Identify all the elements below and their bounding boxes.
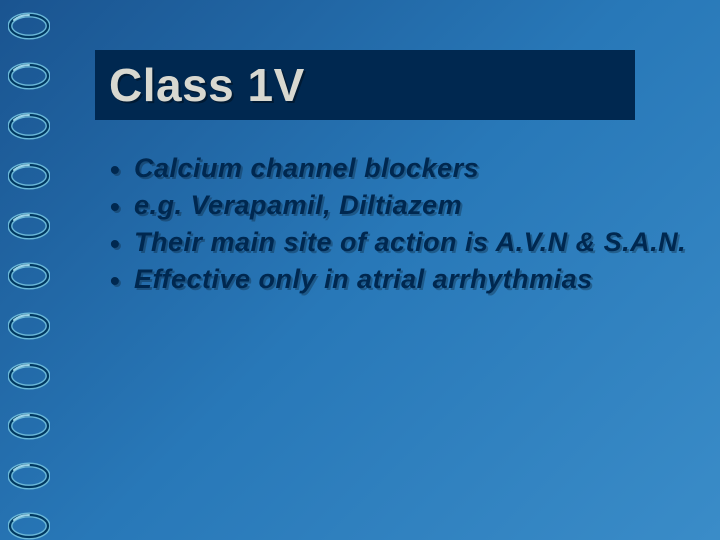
bullet-text: Effective only in atrial arrhythmias (134, 263, 593, 297)
spiral-ring (8, 262, 50, 290)
slide-title: Class 1V (109, 58, 305, 112)
spiral-ring (8, 162, 50, 190)
spiral-ring (8, 412, 50, 440)
bullet-text: e.g. Verapamil, Diltiazem (134, 189, 462, 223)
list-item: • e.g. Verapamil, Diltiazem (110, 189, 690, 224)
title-bar: Class 1V (95, 50, 635, 120)
spiral-ring (8, 212, 50, 240)
spiral-ring (8, 12, 50, 40)
spiral-ring (8, 62, 50, 90)
spiral-ring (8, 462, 50, 490)
spiral-ring (8, 362, 50, 390)
list-item: • Their main site of action is A.V.N & S… (110, 226, 690, 261)
bullet-text: Their main site of action is A.V.N & S.A… (134, 226, 686, 260)
bullet-icon: • (110, 226, 134, 261)
list-item: • Calcium channel blockers (110, 152, 690, 187)
bullet-text: Calcium channel blockers (134, 152, 479, 186)
spiral-ring (8, 312, 50, 340)
spiral-binding (8, 0, 58, 540)
bullet-icon: • (110, 189, 134, 224)
list-item: • Effective only in atrial arrhythmias (110, 263, 690, 298)
bullet-list: • Calcium channel blockers • e.g. Verapa… (110, 152, 690, 300)
bullet-icon: • (110, 152, 134, 187)
bullet-icon: • (110, 263, 134, 298)
spiral-ring (8, 512, 50, 540)
spiral-ring (8, 112, 50, 140)
